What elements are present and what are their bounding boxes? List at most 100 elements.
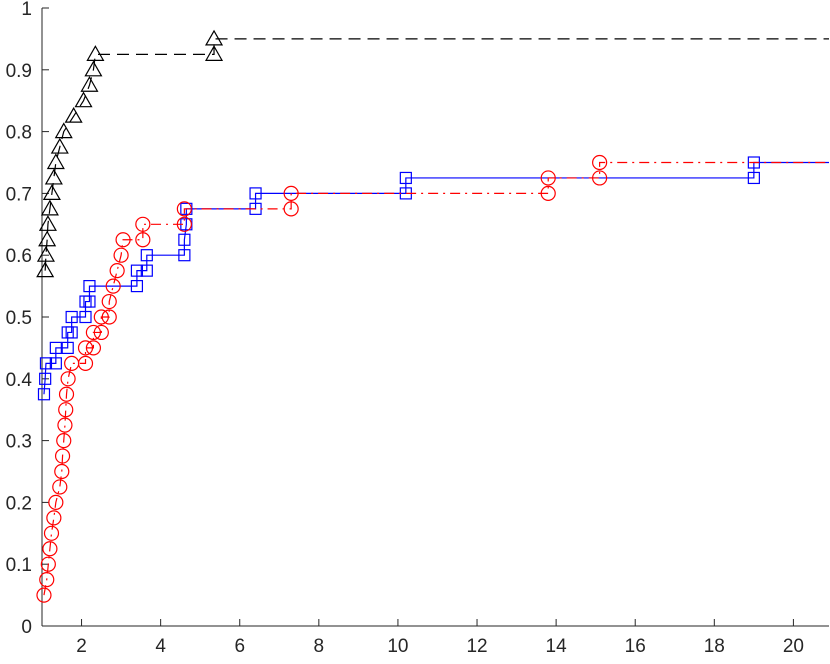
plot-area — [36, 29, 829, 603]
data-point-circle — [48, 494, 64, 510]
data-point-square — [747, 156, 760, 169]
data-point-triangle — [46, 153, 65, 170]
data-point-circle — [42, 541, 58, 557]
x-tick-label: 14 — [546, 636, 568, 657]
data-point-circle — [43, 525, 60, 541]
y-tick-label: 0.9 — [6, 61, 32, 82]
data-point-square — [79, 310, 92, 324]
data-point-circle — [39, 572, 55, 588]
data-point-circle — [58, 386, 75, 402]
series-3 — [36, 154, 829, 603]
data-point-triangle — [80, 76, 99, 92]
data-point-circle — [105, 278, 121, 294]
x-tick-label: 16 — [625, 636, 646, 657]
data-point-triangle — [38, 215, 57, 231]
data-point-circle — [77, 340, 94, 356]
data-point-triangle — [84, 60, 103, 77]
y-tick-label: 0.3 — [6, 432, 32, 453]
data-point-square — [140, 249, 153, 262]
data-point-square — [178, 249, 191, 262]
series-1 — [36, 29, 829, 278]
x-tick-label: 4 — [155, 636, 166, 657]
y-tick-label: 1 — [21, 0, 32, 20]
data-point-square — [747, 171, 760, 185]
data-point-circle — [283, 185, 299, 201]
data-point-square — [178, 233, 191, 246]
data-point-triangle — [40, 199, 59, 216]
data-point-circle — [135, 232, 151, 248]
x-tick-label: 2 — [76, 636, 87, 657]
data-point-circle — [85, 340, 102, 356]
x-tick-label: 10 — [387, 636, 408, 657]
data-point-circle — [85, 324, 102, 341]
data-point-square — [399, 171, 412, 185]
data-point-circle — [101, 309, 117, 325]
data-point-square — [49, 341, 62, 354]
data-point-square — [130, 280, 144, 293]
data-point-circle — [54, 463, 70, 480]
data-point-triangle — [64, 106, 83, 123]
data-point-circle — [109, 263, 125, 279]
data-point-circle — [540, 170, 556, 186]
data-point-circle — [56, 433, 72, 449]
x-tick-label: 20 — [783, 636, 804, 657]
data-point-triangle — [86, 45, 105, 61]
data-point-circle — [540, 185, 556, 201]
data-point-circle — [36, 587, 52, 603]
data-point-triangle — [38, 230, 57, 247]
data-point-circle — [101, 293, 117, 310]
data-point-circle — [46, 510, 62, 526]
data-point-triangle — [42, 184, 61, 200]
y-tick-label: 0.7 — [6, 184, 32, 205]
series-line — [43, 161, 829, 596]
y-tick-label: 0.2 — [6, 493, 32, 514]
axes — [41, 7, 829, 627]
data-point-circle — [93, 309, 109, 325]
y-tick-label: 0.1 — [6, 555, 32, 576]
data-point-circle — [64, 355, 80, 371]
data-point-triangle — [54, 122, 73, 139]
x-tick-label: 18 — [704, 636, 725, 657]
data-point-square — [83, 295, 96, 308]
y-tick-label: 0.4 — [6, 370, 33, 391]
data-point-circle — [113, 247, 129, 263]
data-point-circle — [176, 201, 192, 217]
data-point-square — [37, 388, 51, 401]
data-point-square — [65, 326, 78, 339]
data-point-triangle — [36, 261, 55, 278]
y-tick-label: 0.8 — [6, 123, 32, 144]
x-tick-label: 8 — [314, 636, 325, 657]
data-point-triangle — [50, 137, 69, 154]
data-point-circle — [77, 355, 94, 371]
data-point-circle — [283, 201, 299, 217]
data-point-triangle — [44, 168, 63, 185]
x-tick-label: 6 — [234, 636, 245, 657]
data-point-square — [39, 357, 53, 370]
data-point-square — [140, 264, 153, 277]
data-point-square — [49, 357, 62, 370]
y-tick-label: 0.6 — [6, 246, 32, 267]
y-tick-label: 0.5 — [6, 308, 32, 329]
x-tick-label: 12 — [466, 636, 487, 657]
data-point-circle — [60, 371, 76, 387]
data-point-circle — [592, 170, 608, 186]
data-point-square — [39, 372, 52, 385]
data-point-circle — [115, 232, 131, 248]
data-point-circle — [135, 216, 151, 232]
data-point-circle — [54, 448, 71, 464]
data-point-triangle — [204, 45, 224, 61]
data-point-triangle — [204, 29, 224, 46]
data-point-circle — [40, 556, 56, 572]
data-point-square — [249, 187, 262, 200]
series-line — [44, 38, 829, 271]
data-point-square — [130, 264, 144, 277]
series-2 — [37, 156, 829, 401]
data-point-circle — [52, 479, 68, 495]
series-line — [43, 161, 829, 395]
data-point-square — [61, 341, 74, 354]
tick-labels: 2 4 6 8 10 12 14 16 18 20 0 0.1 0.2 0.3 0.4 0.5 0.6 0.7 0.… — [6, 0, 804, 657]
data-point-square — [83, 280, 96, 293]
data-point-circle — [58, 402, 74, 418]
data-point-circle — [57, 417, 73, 433]
